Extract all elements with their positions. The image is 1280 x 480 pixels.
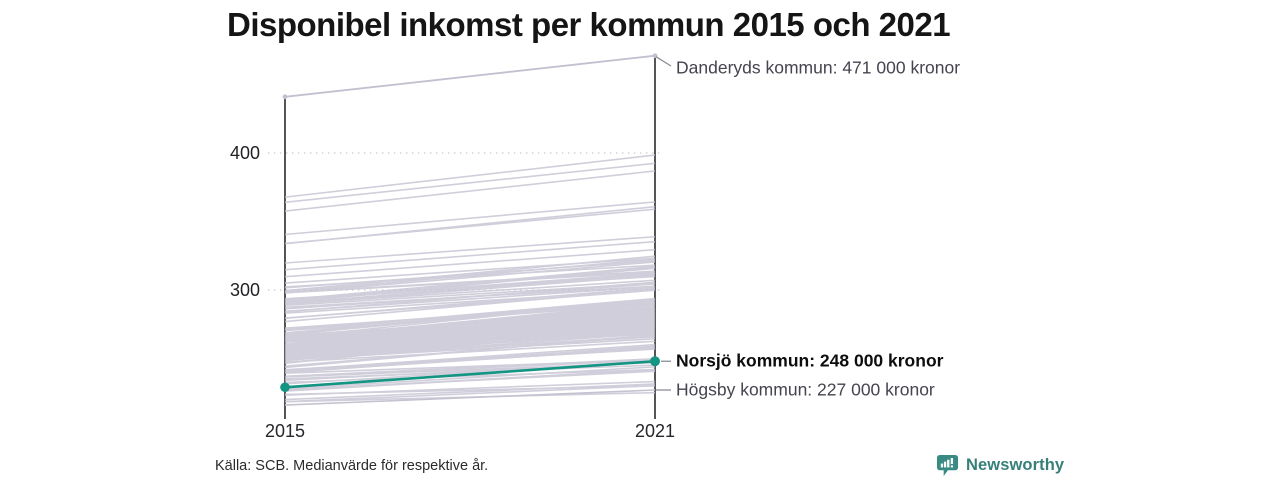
annotation-norsjo: Norsjö kommun: 248 000 kronor bbox=[676, 350, 944, 371]
source-note: Källa: SCB. Medianvärde för respektive å… bbox=[215, 458, 489, 474]
annotation-connectors bbox=[655, 56, 672, 391]
annotation-danderyd: Danderyds kommun: 471 000 kronor bbox=[676, 57, 961, 78]
series-hogsby bbox=[284, 389, 656, 406]
gridlines bbox=[268, 152, 663, 291]
annotation-hogsby: Högsby kommun: 227 000 kronor bbox=[676, 379, 935, 400]
x-axis-label-2021: 2021 bbox=[634, 421, 676, 441]
newsworthy-wordmark: Newsworthy bbox=[966, 455, 1065, 474]
series-danderyd bbox=[282, 53, 658, 100]
y-axis-label-400: 400 bbox=[229, 143, 260, 163]
newsworthy-logo: Newsworthy bbox=[936, 452, 1064, 478]
newsworthy-bubble-chart-icon bbox=[936, 454, 959, 477]
chart-title: Disponibel inkomst per kommun 2015 och 2… bbox=[227, 6, 951, 43]
y-axis-label-300: 300 bbox=[229, 280, 260, 300]
x-axis-label-2015: 2015 bbox=[264, 421, 306, 441]
background-lines bbox=[284, 154, 656, 403]
series-norsjo bbox=[280, 356, 660, 393]
